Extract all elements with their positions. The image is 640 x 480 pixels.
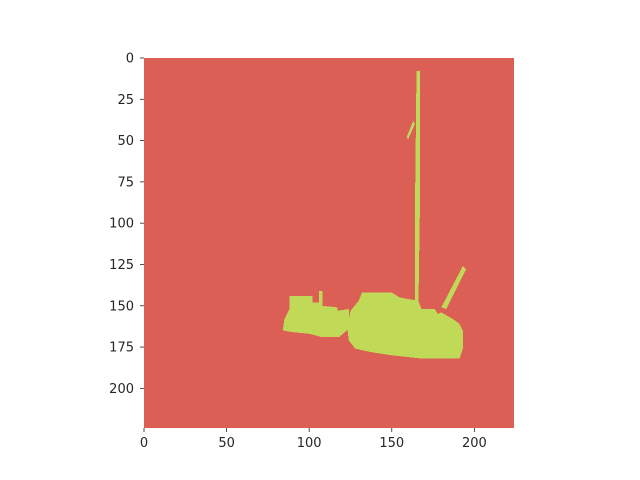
x-tick-label: 150 bbox=[379, 436, 404, 451]
x-tick-label: 0 bbox=[140, 436, 148, 451]
mask-region-mast-spur bbox=[406, 120, 415, 139]
mask-background bbox=[144, 58, 514, 428]
mask-region-main-body bbox=[347, 292, 463, 359]
y-axis: 0 25 50 75 100 125 150 175 200 bbox=[109, 52, 144, 397]
y-tick-label: 50 bbox=[117, 134, 134, 149]
y-tick-label: 150 bbox=[109, 299, 134, 314]
mask-region-diagonal-spar bbox=[441, 266, 467, 310]
y-tick-label: 0 bbox=[126, 52, 134, 67]
y-tick-label: 75 bbox=[117, 175, 134, 190]
y-tick-label: 100 bbox=[109, 217, 134, 232]
x-tick-label: 100 bbox=[297, 436, 322, 451]
mask-image bbox=[144, 58, 514, 428]
mask-region-small-stub bbox=[319, 290, 323, 303]
x-axis: 0 50 100 150 200 bbox=[140, 428, 487, 451]
x-tick-label: 200 bbox=[462, 436, 487, 451]
y-tick-label: 200 bbox=[109, 382, 134, 397]
mask-region-mast bbox=[414, 71, 420, 323]
y-tick-label: 125 bbox=[109, 258, 134, 273]
mask-region-left-block bbox=[282, 295, 349, 338]
y-tick-label: 175 bbox=[109, 341, 134, 356]
x-tick-label: 50 bbox=[218, 436, 235, 451]
y-tick-label: 25 bbox=[117, 93, 134, 108]
